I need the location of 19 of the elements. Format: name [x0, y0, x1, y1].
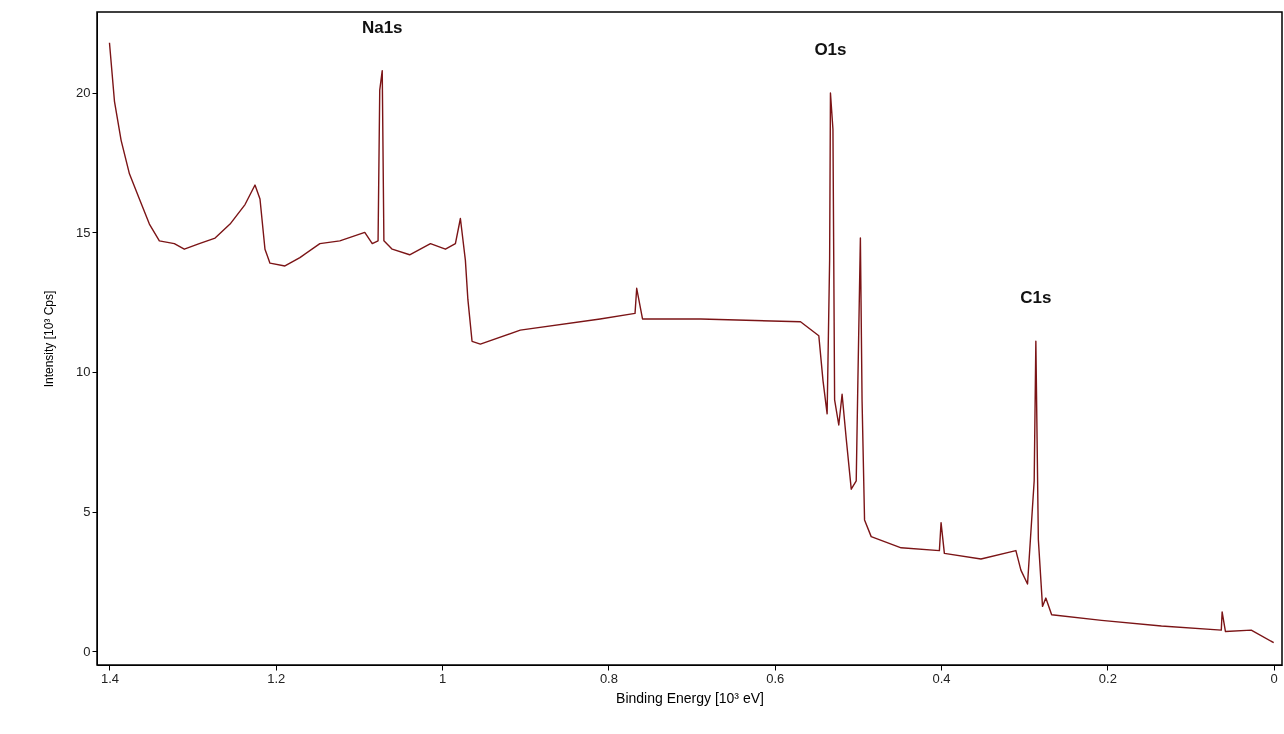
x-tick-label: 0.6	[766, 670, 785, 686]
annotation: Na1s	[361, 17, 403, 37]
y-tick-label: 20	[76, 85, 91, 101]
x-tick-label: 1	[438, 670, 447, 686]
x-tick-label: 0.8	[599, 670, 618, 686]
y-tick-label: 15	[76, 224, 91, 240]
y-tick-label: 0	[83, 643, 91, 659]
y-tick-label: 10	[76, 364, 91, 380]
x-tick-label: 1.2	[267, 670, 286, 686]
y-axis-title: Intensity [10³ Cps]	[42, 290, 57, 388]
y-tick-label: 5	[83, 504, 91, 520]
annotation: O1s	[814, 39, 847, 59]
x-tick-label: 0.4	[932, 670, 951, 686]
x-tick-label: 1.4	[100, 670, 120, 686]
x-tick-label: 0.2	[1098, 670, 1117, 686]
x-tick-label: 0	[1270, 670, 1278, 686]
x-axis-title: Binding Energy [10³ eV]	[616, 689, 764, 706]
annotation: C1s	[1020, 288, 1052, 308]
line-series	[108, 42, 1275, 644]
